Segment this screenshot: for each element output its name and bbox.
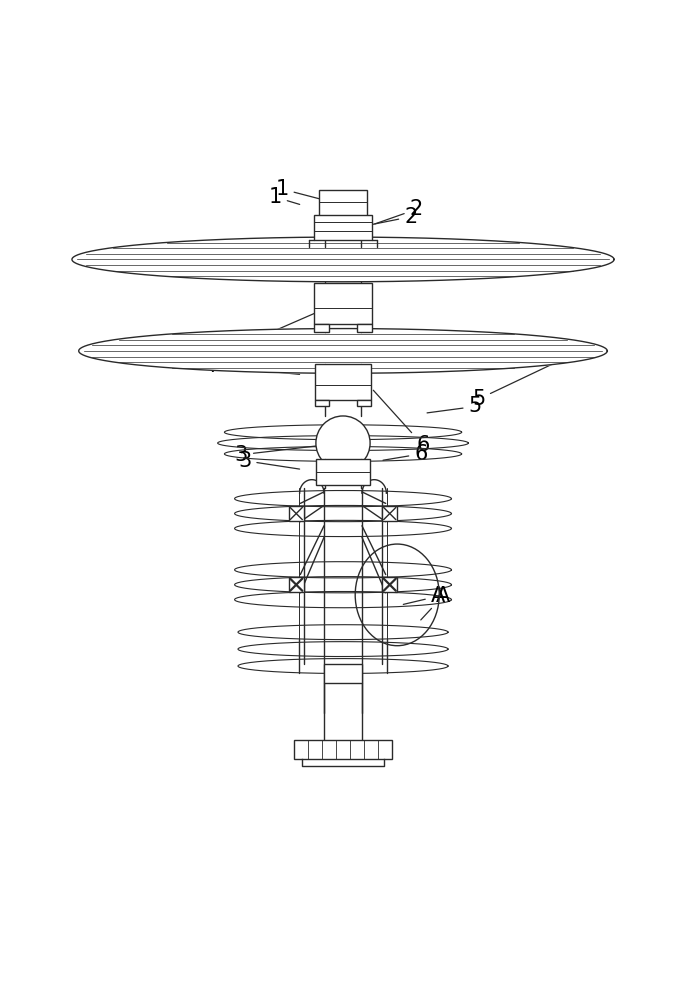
Bar — [314, 324, 329, 332]
Text: A: A — [421, 586, 451, 620]
Polygon shape — [235, 491, 451, 507]
Bar — [315, 400, 329, 406]
Text: 6: 6 — [383, 444, 427, 464]
Text: 1: 1 — [269, 187, 300, 207]
Polygon shape — [238, 642, 448, 657]
Ellipse shape — [316, 416, 370, 470]
Text: 1: 1 — [275, 179, 333, 202]
Bar — [314, 283, 372, 324]
Text: 6: 6 — [373, 390, 429, 455]
Text: 2: 2 — [370, 207, 417, 227]
Polygon shape — [224, 425, 462, 440]
Bar — [289, 577, 304, 592]
Text: 4: 4 — [204, 308, 327, 368]
Text: 5: 5 — [472, 352, 578, 409]
Text: A: A — [403, 586, 445, 606]
Bar — [315, 364, 371, 400]
Polygon shape — [235, 520, 451, 537]
Polygon shape — [238, 659, 448, 673]
Polygon shape — [238, 625, 448, 640]
Polygon shape — [224, 446, 462, 461]
Bar — [289, 506, 304, 521]
Bar — [324, 664, 362, 683]
Polygon shape — [72, 237, 614, 282]
Text: 5: 5 — [427, 396, 482, 416]
Bar — [318, 190, 368, 217]
Bar — [357, 400, 371, 406]
Bar — [357, 324, 372, 332]
Bar — [314, 215, 372, 240]
Polygon shape — [235, 591, 451, 608]
Text: 2: 2 — [375, 199, 423, 224]
Bar — [316, 459, 370, 485]
Bar — [294, 740, 392, 759]
Text: 4: 4 — [204, 356, 300, 376]
Bar — [382, 577, 397, 592]
Text: 3: 3 — [238, 451, 300, 471]
Text: 3: 3 — [235, 445, 327, 465]
Bar — [382, 506, 397, 521]
Polygon shape — [217, 436, 469, 451]
Polygon shape — [79, 329, 607, 373]
Polygon shape — [235, 577, 451, 593]
Polygon shape — [235, 505, 451, 522]
Polygon shape — [235, 562, 451, 578]
